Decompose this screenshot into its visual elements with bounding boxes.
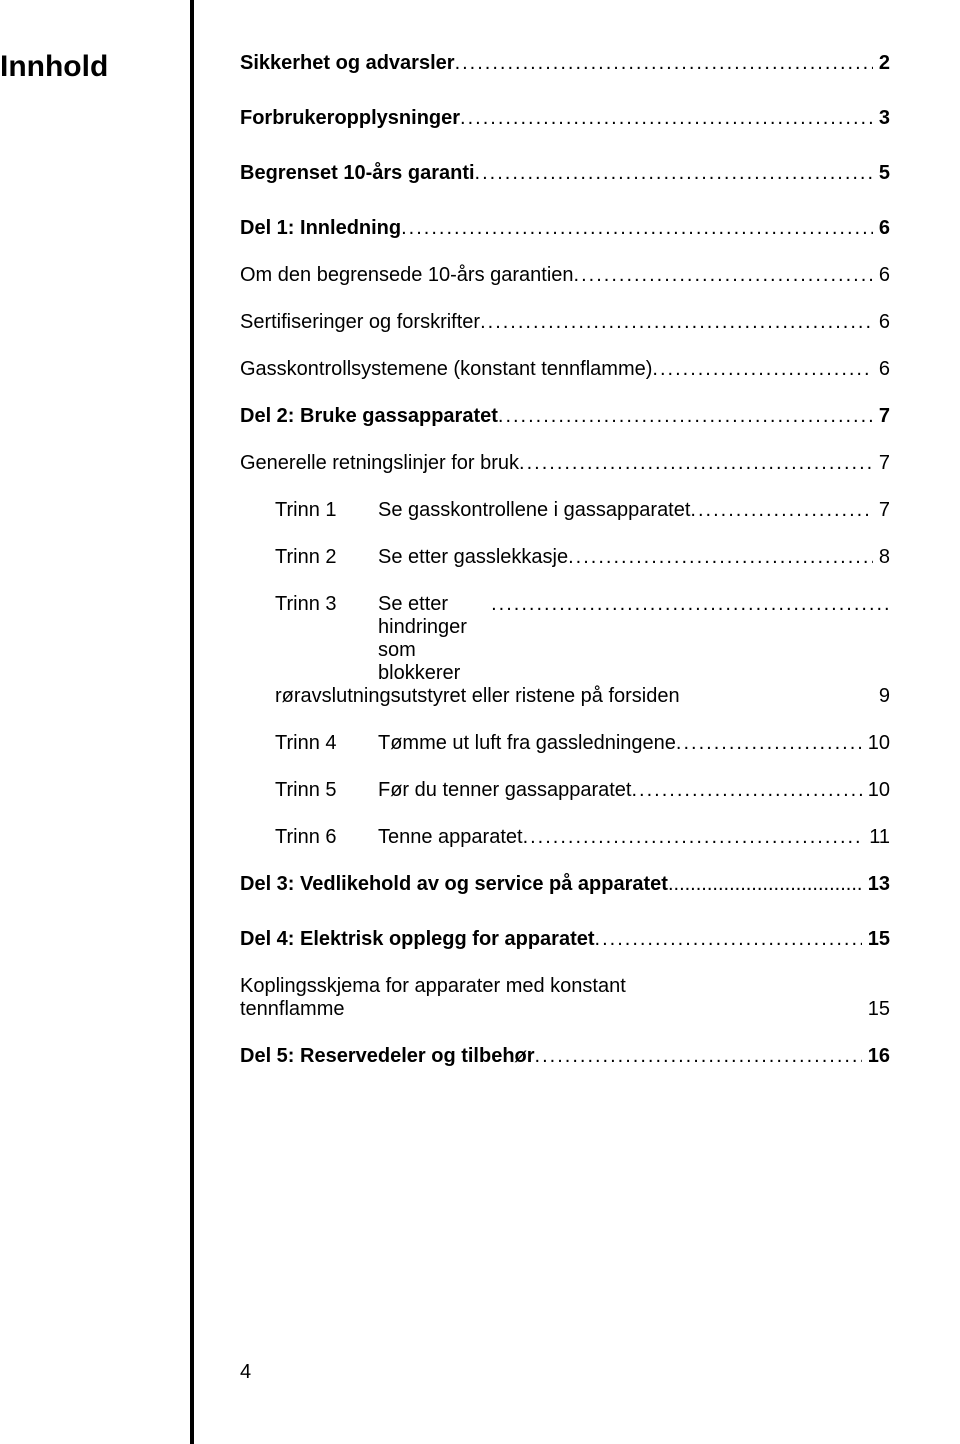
toc-label: Del 2: Bruke gassapparatet [240,405,498,428]
toc-leader [519,452,873,475]
toc-prefix: Trinn 6 [275,826,378,849]
toc-label: Om den begrensede 10-års garantien [240,264,574,287]
toc-row: Generelle retningslinjer for bruk 7 [240,452,890,475]
toc-leader [676,732,862,755]
toc-page: 6 [873,358,890,381]
toc-page: 5 [873,162,890,185]
toc-page: 2 [873,52,890,75]
toc-leader [475,162,873,185]
toc-row: Begrenset 10-års garanti 5 [240,162,890,185]
toc-row: Trinn 2 Se etter gasslekkasje 8 [275,546,890,569]
toc-page: 10 [862,779,890,802]
toc-label: Del 5: Reservedeler og tilbehør [240,1045,535,1068]
toc-row-multiline: Koplingsskjema for apparater med konstan… [240,975,890,1021]
toc-label: Gasskontrollsystemene (konstant tennflam… [240,358,652,381]
toc-leader [460,107,873,130]
toc-row: Trinn 4 Tømme ut luft fra gassledningene… [275,732,890,755]
toc-label-line1: Se etter hindringer som blokkerer [378,593,491,685]
toc-leader [523,826,864,849]
toc-row: Sikkerhet og advarsler 2 [240,52,890,75]
toc-row: Gasskontrollsystemene (konstant tennflam… [240,358,890,381]
toc-page: 7 [873,499,890,522]
toc-page: 6 [873,311,890,334]
toc-row: Trinn 5 Før du tenner gassapparatet 10 [275,779,890,802]
toc-label: Generelle retningslinjer for bruk [240,452,519,475]
toc-row: Del 5: Reservedeler og tilbehør 16 [240,1045,890,1068]
toc-label-line2: røravslutningsutstyret eller ristene på … [275,685,680,708]
toc-prefix: Trinn 4 [275,732,378,755]
toc-row: Trinn 6 Tenne apparatet 11 [275,826,890,849]
toc-label: Se gasskontrollene i gassapparatet [378,499,690,522]
toc-page: 11 [863,826,890,849]
toc-page: 6 [873,264,890,287]
toc-page: 15 [862,928,890,951]
toc-row-multiline: Trinn 3 Se etter hindringer som blokkere… [275,593,890,708]
toc-prefix: Trinn 2 [275,546,378,569]
toc-leader [535,1045,862,1068]
toc-leader [498,405,873,428]
toc-row: Om den begrensede 10-års garantien 6 [240,264,890,287]
toc-page: 15 [868,998,890,1021]
toc-page: 13 [862,873,890,896]
toc-label: Forbrukeropplysninger [240,107,460,130]
toc-leader [401,217,873,240]
toc-page: 9 [879,685,890,708]
toc-leader [690,499,872,522]
toc-leader [652,358,872,381]
toc-page: 8 [873,546,890,569]
toc-label: Sikkerhet og advarsler [240,52,455,75]
toc-page: 3 [873,107,890,130]
toc-leader [574,264,873,287]
toc-label: Del 4: Elektrisk opplegg for apparatet [240,928,595,951]
toc-label: Sertifiseringer og forskrifter [240,311,480,334]
toc-label: Tømme ut luft fra gassledningene [378,732,676,755]
page: Innhold Sikkerhet og advarsler 2 Forbruk… [0,0,960,1444]
toc-label-line1: Koplingsskjema for apparater med konstan… [240,975,626,998]
toc-label: Se etter gasslekkasje [378,546,568,569]
toc-leader [668,873,862,896]
toc-label: Tenne apparatet [378,826,523,849]
toc-row: Del 1: Innledning 6 [240,217,890,240]
toc-label: Del 3: Vedlikehold av og service på appa… [240,873,668,896]
toc-page: 7 [873,405,890,428]
toc-prefix: Trinn 5 [275,779,378,802]
toc-leader [631,779,861,802]
toc-page: 7 [873,452,890,475]
toc-page: 10 [862,732,890,755]
toc-prefix: Trinn 3 [275,593,378,616]
page-number: 4 [240,1361,251,1384]
toc-leader [455,52,873,75]
toc-container: Sikkerhet og advarsler 2 Forbrukeropplys… [240,52,890,1086]
toc-leader [595,928,862,951]
toc-leader [568,546,873,569]
toc-row: Del 4: Elektrisk opplegg for apparatet 1… [240,928,890,951]
toc-page: 6 [873,217,890,240]
toc-row: Del 3: Vedlikehold av og service på appa… [240,873,890,896]
toc-leader [491,593,890,616]
toc-label: Begrenset 10-års garanti [240,162,475,185]
toc-page: 16 [862,1045,890,1068]
toc-heading: Innhold [0,50,108,84]
toc-label-line2: tennflamme [240,998,345,1021]
toc-label: Før du tenner gassapparatet [378,779,631,802]
toc-row: Sertifiseringer og forskrifter 6 [240,311,890,334]
toc-label: Del 1: Innledning [240,217,401,240]
toc-row: Trinn 1 Se gasskontrollene i gassapparat… [275,499,890,522]
toc-leader [480,311,873,334]
toc-subgroup: Trinn 1 Se gasskontrollene i gassapparat… [240,499,890,849]
toc-row: Del 2: Bruke gassapparatet 7 [240,405,890,428]
toc-row: Forbrukeropplysninger 3 [240,107,890,130]
vertical-rule [190,0,194,1444]
toc-prefix: Trinn 1 [275,499,378,522]
